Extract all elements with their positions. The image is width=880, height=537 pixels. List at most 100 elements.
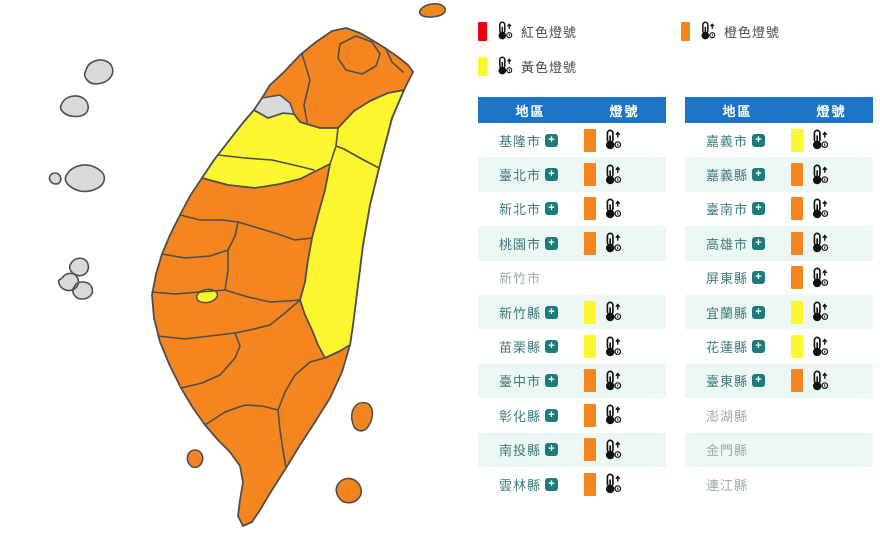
thermometer-icon — [605, 336, 622, 357]
orange-light-bar — [584, 128, 596, 152]
table-row: 澎湖縣 — [685, 398, 873, 433]
table-row: 高雄市 + — [685, 226, 873, 261]
expand-plus-icon[interactable]: + — [752, 374, 766, 388]
signal-cell — [583, 403, 666, 427]
region-label: 臺東縣 — [706, 374, 749, 390]
expand-plus-icon[interactable]: + — [752, 236, 766, 250]
legend-label: 紅色燈號 — [521, 24, 578, 40]
thermometer-icon — [605, 439, 622, 460]
orange-light-bar — [584, 369, 596, 393]
region-cell: 新竹市 — [478, 268, 583, 287]
expand-plus-icon[interactable]: + — [545, 168, 559, 182]
region-label: 連江縣 — [706, 477, 749, 493]
table-row: 花蓮縣 + — [685, 329, 873, 364]
taiwan-alert-map — [48, 3, 446, 527]
region-label: 彰化縣 — [499, 408, 542, 424]
table-row: 雲林縣 + — [478, 466, 666, 502]
expand-plus-icon[interactable]: + — [545, 477, 559, 491]
signal-cell — [790, 369, 873, 393]
table-header: 地區 燈號 — [685, 97, 873, 123]
signal-cell — [790, 266, 873, 290]
expand-plus-icon[interactable]: + — [545, 408, 559, 422]
region-cell: 彰化縣 + — [478, 406, 583, 425]
region-cell: 新竹縣 + — [478, 303, 583, 322]
legend-item-yellow: 黃色燈號 — [478, 55, 577, 77]
region-label: 臺南市 — [706, 202, 749, 218]
region-cell: 基隆市 + — [478, 131, 583, 150]
matsu-islands[interactable] — [59, 59, 114, 118]
region-cell: 澎湖縣 — [685, 406, 790, 425]
expand-plus-icon[interactable]: + — [752, 271, 766, 285]
red-light-swatch — [478, 21, 487, 41]
table-header: 地區 燈號 — [478, 97, 666, 123]
alert-table-east: 地區 燈號 嘉義市 + 嘉義縣 + 臺南市 + 高雄市 + 屏東縣 + 宜蘭縣 + 花蓮縣 + 臺東縣 + 澎湖… — [685, 97, 873, 502]
region-label: 屏東縣 — [706, 271, 749, 287]
table-body: 基隆市 + 臺北市 + 新北市 + 桃園市 + 新竹市 新竹縣 + 苗栗縣 + 臺中市 + 彰化縣 + 南投縣 + 雲… — [478, 123, 666, 502]
region-label: 澎湖縣 — [706, 408, 749, 424]
expand-plus-icon[interactable]: + — [545, 202, 559, 216]
expand-plus-icon[interactable]: + — [752, 340, 766, 354]
table-body: 嘉義市 + 嘉義縣 + 臺南市 + 高雄市 + 屏東縣 + 宜蘭縣 + 花蓮縣 + 臺東縣 + 澎湖縣 金門縣 連江… — [685, 123, 873, 502]
region-label: 嘉義市 — [706, 133, 749, 149]
orchid-island[interactable] — [335, 477, 363, 504]
orange-light-bar — [791, 369, 803, 393]
expand-plus-icon[interactable]: + — [545, 305, 559, 319]
region-cell: 新北市 + — [478, 199, 583, 218]
thermometer-icon — [605, 301, 622, 323]
region-cell: 臺東縣 + — [685, 371, 790, 390]
thermometer-icon — [605, 129, 622, 151]
legend-item-orange: 橙色燈號 — [681, 20, 780, 42]
orange-light-bar — [791, 163, 803, 187]
thermometer-icon — [605, 370, 622, 392]
table-row: 苗栗縣 + — [478, 329, 666, 364]
signal-cell — [583, 369, 666, 393]
county-borders — [151, 35, 404, 469]
region-cell: 臺北市 + — [478, 165, 583, 184]
expand-plus-icon[interactable]: + — [545, 340, 559, 354]
table-row: 桃園市 + — [478, 226, 666, 261]
expand-plus-icon[interactable]: + — [545, 374, 559, 388]
orange-light-bar — [584, 163, 596, 187]
expand-plus-icon[interactable]: + — [545, 443, 559, 457]
table-row: 新北市 + — [478, 191, 666, 227]
table-row: 宜蘭縣 + — [685, 294, 873, 330]
region-label: 花蓮縣 — [706, 340, 749, 356]
expand-plus-icon[interactable]: + — [752, 168, 766, 182]
penghu-islands[interactable] — [57, 257, 94, 300]
table-row: 臺東縣 + — [685, 363, 873, 399]
table-row: 基隆市 + — [478, 123, 666, 158]
legend-label: 橙色燈號 — [724, 24, 781, 40]
expand-plus-icon[interactable]: + — [752, 202, 766, 216]
region-cell: 臺南市 + — [685, 199, 790, 218]
region-label: 基隆市 — [499, 133, 542, 149]
orange-light-bar — [584, 403, 596, 427]
expand-plus-icon[interactable]: + — [752, 133, 766, 147]
expand-plus-icon[interactable]: + — [545, 133, 559, 147]
orange-light-bar — [791, 197, 803, 221]
orange-light-bar — [584, 438, 596, 462]
expand-plus-icon[interactable]: + — [752, 305, 766, 319]
legend-label: 黃色燈號 — [521, 59, 578, 75]
signal-cell — [790, 300, 873, 324]
keelung-islet[interactable] — [418, 3, 446, 18]
region-hsinchu-city[interactable] — [253, 94, 295, 119]
kinmen-islands[interactable] — [48, 164, 106, 193]
thermometer-icon — [812, 370, 829, 392]
table-row: 新竹市 — [478, 260, 666, 295]
green-island[interactable] — [350, 401, 374, 432]
region-label: 高雄市 — [706, 236, 749, 252]
region-label: 臺中市 — [499, 374, 542, 390]
table-row: 連江縣 — [685, 466, 873, 502]
region-label: 雲林縣 — [499, 477, 542, 493]
alert-table-west: 地區 燈號 基隆市 + 臺北市 + 新北市 + 桃園市 + 新竹市 新竹縣 + 苗栗縣 + 臺中市 + 彰化縣… — [478, 97, 666, 502]
region-cell: 高雄市 + — [685, 234, 790, 253]
liuqiu-island[interactable] — [186, 449, 204, 469]
orange-light-bar — [584, 472, 596, 496]
signal-cell — [790, 128, 873, 152]
table-row: 嘉義市 + — [685, 123, 873, 158]
expand-plus-icon[interactable]: + — [545, 236, 559, 250]
thermometer-icon — [812, 198, 829, 220]
region-chiayi-city[interactable] — [195, 288, 219, 304]
region-label: 嘉義縣 — [706, 168, 749, 184]
region-label: 宜蘭縣 — [706, 305, 749, 321]
